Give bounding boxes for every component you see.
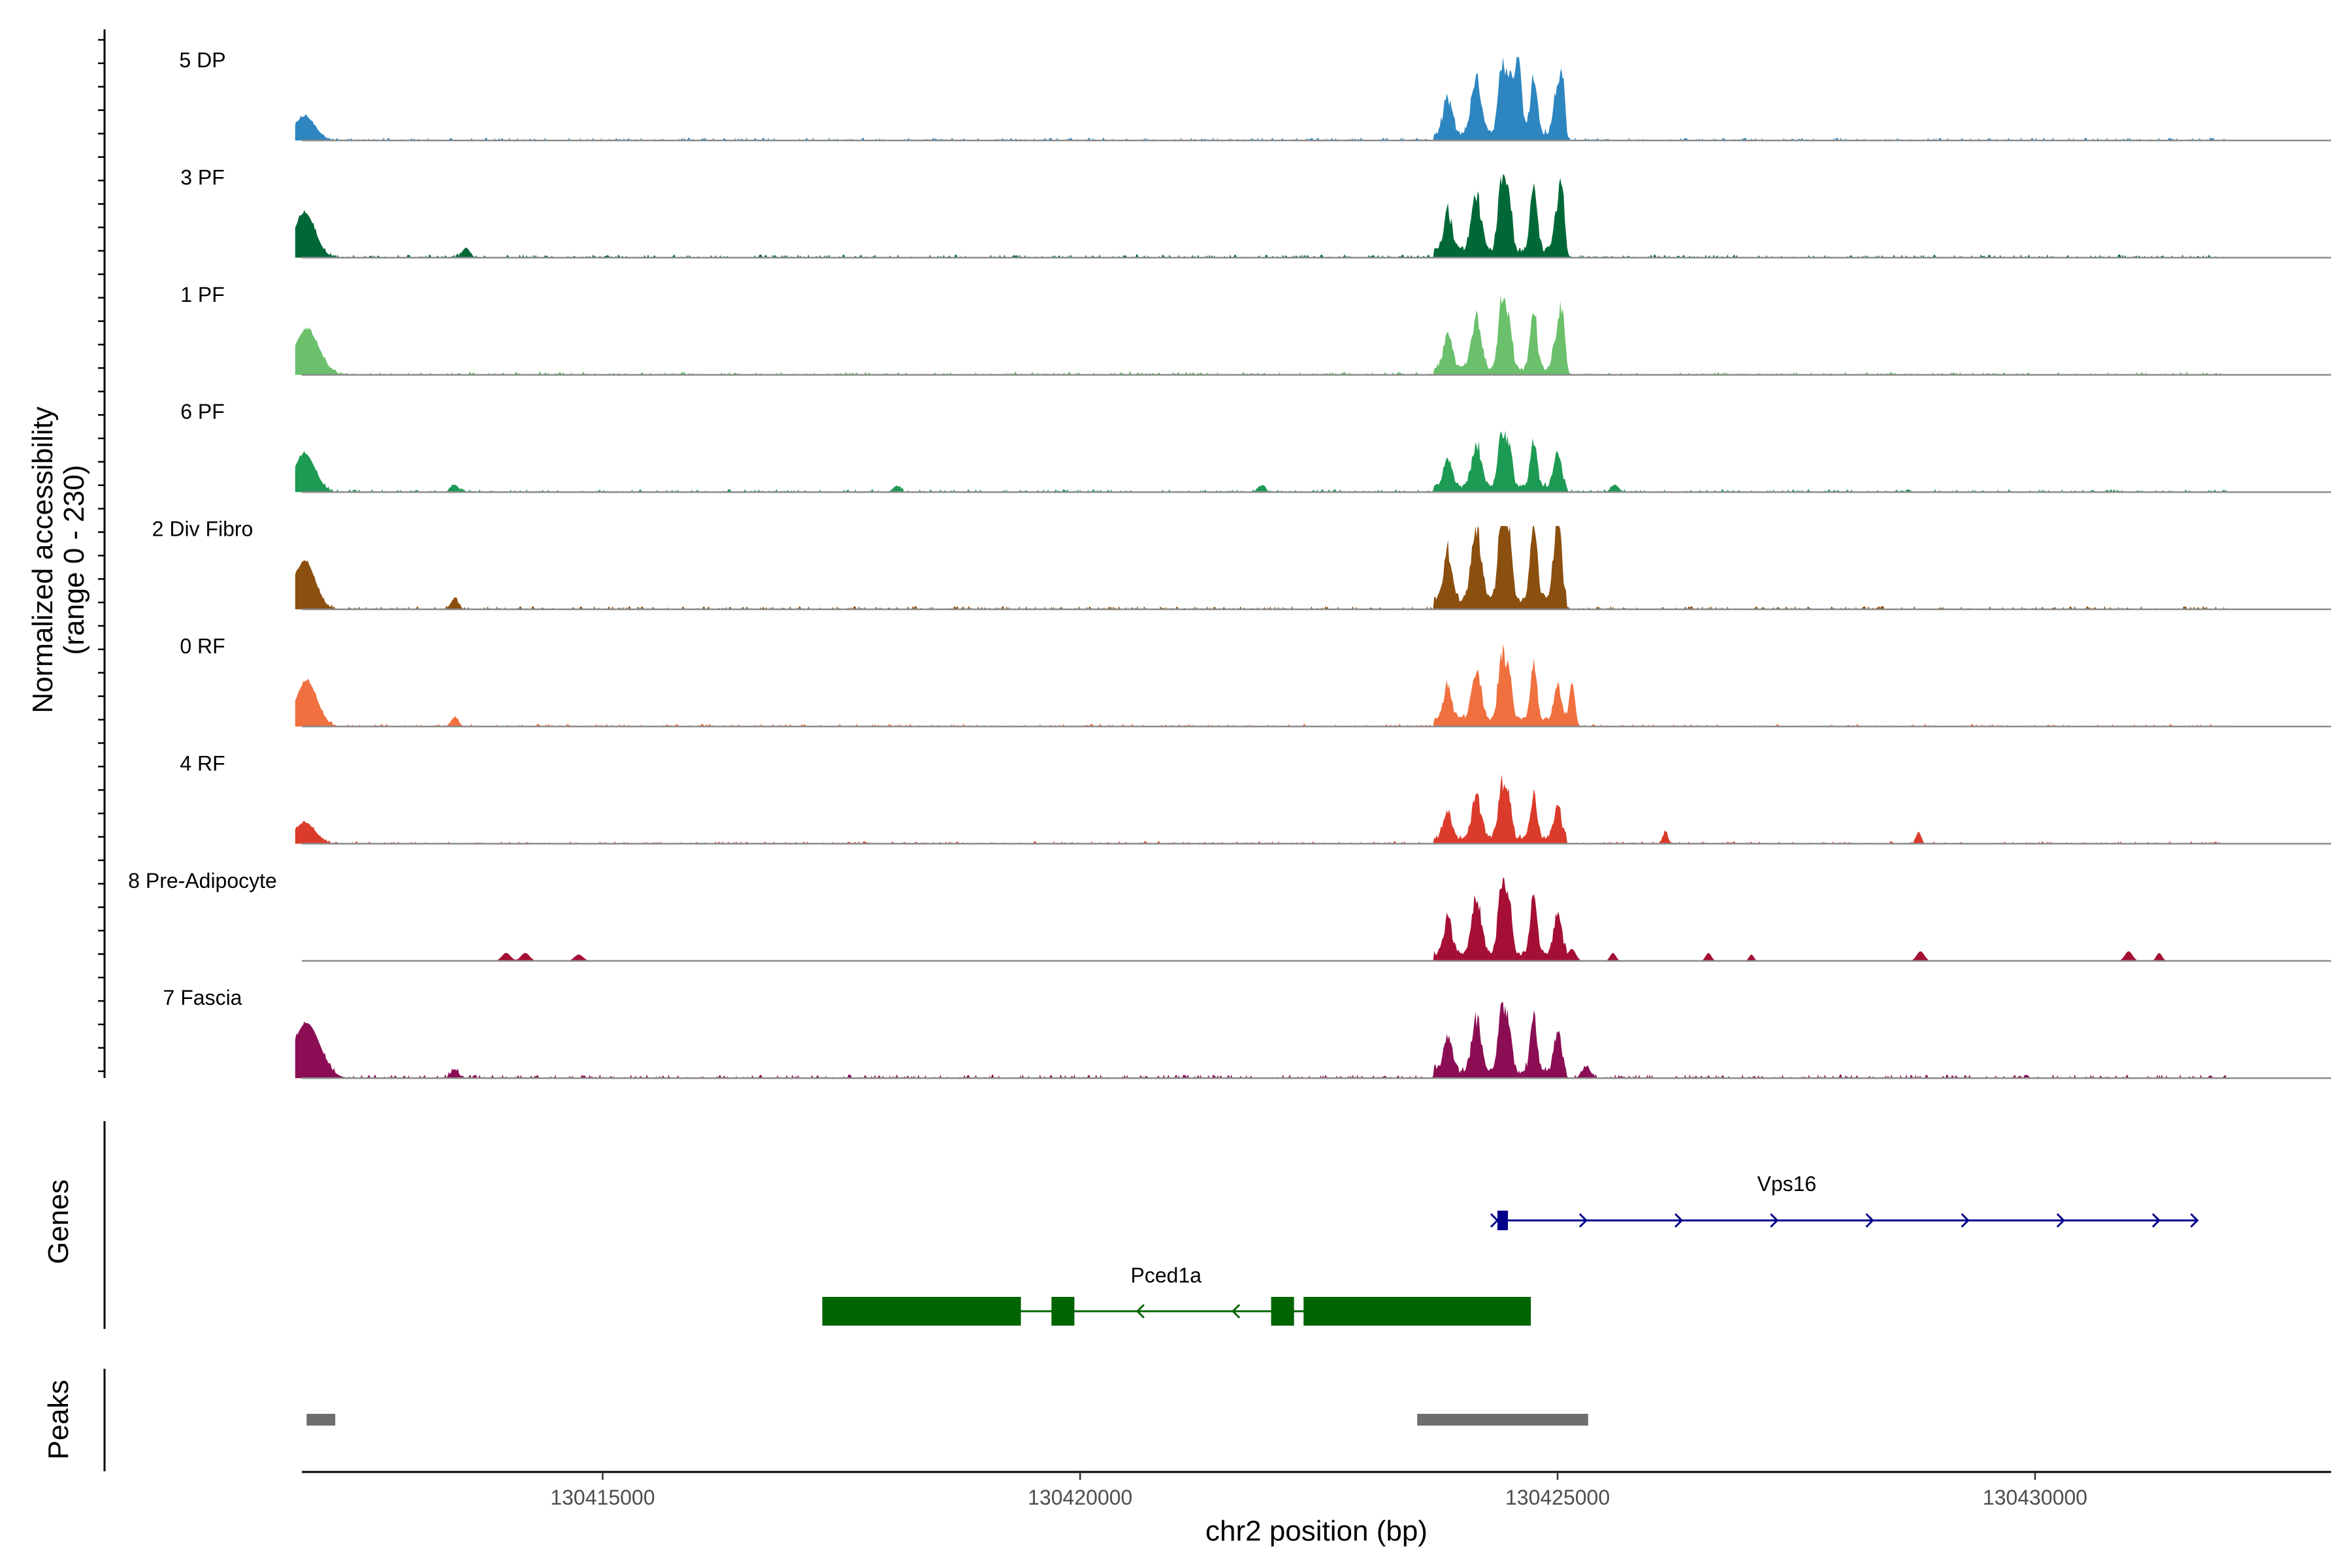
gene-strand-arrow [1490,1213,1499,1228]
track-label: 5 DP [179,48,225,72]
gene-annotations: Vps16 Pced1a [822,1172,2199,1326]
track-label: 4 RF [180,751,225,775]
track-6-pf: 6 PF [180,400,2331,493]
track-4-rf: 4 RF [180,751,2331,845]
coverage-area [295,877,2227,961]
track-label: 3 PF [180,165,225,189]
track-2-div-fibro: 2 Div Fibro [152,517,2331,610]
track-7-fascia: 7 Fascia [163,986,2331,1079]
gene-label: Vps16 [1757,1172,1816,1196]
gene-label: Pced1a [1131,1264,1202,1287]
y-axis-title-line2: (range 0 - 230) [58,465,90,655]
y-axis-title-line1: Normalized accessibility [27,406,59,713]
peak-region [1417,1414,1588,1426]
x-tick-label: 130430000 [1983,1486,2087,1509]
x-tick-label: 130425000 [1505,1486,1610,1509]
coverage-y-axis [98,29,106,1078]
gene-pced1a: Pced1a [822,1264,1531,1326]
gene-strand-arrow [1865,1213,1874,1228]
coverage-area [295,526,2227,610]
peak-regions [306,1414,1588,1426]
track-label: 2 Div Fibro [152,517,253,541]
coverage-area [295,295,2227,375]
coverage-area [295,644,2227,727]
track-5-dp: 5 DP [179,48,2331,142]
gene-strand-arrow [1231,1303,1241,1319]
coverage-area [295,431,2227,493]
gene-exon [822,1297,1021,1326]
track-label: 6 PF [180,400,225,423]
coverage-area [295,774,2227,844]
gene-exon [1051,1297,1075,1326]
gene-strand-arrow [2190,1213,2199,1228]
track-8-pre-adipocyte: 8 Pre-Adipocyte [128,869,2331,962]
gene-strand-arrow [2151,1213,2161,1228]
gene-vps16: Vps16 [1490,1172,2199,1230]
gene-exon [1271,1297,1294,1326]
x-axis: 130415000 130420000 130425000 130430000 chr… [302,1471,2331,1547]
genes-panel-label: Genes [42,1179,74,1264]
track-label: 0 RF [180,634,225,658]
x-axis-title: chr2 position (bp) [1205,1515,1428,1547]
gene-strand-arrow [1578,1213,1588,1228]
gene-strand-arrow [2056,1213,2065,1228]
track-label: 8 Pre-Adipocyte [128,869,277,892]
peaks-panel-label: Peaks [42,1380,74,1460]
track-1-pf: 1 PF [180,283,2331,376]
track-label: 1 PF [180,283,225,306]
coverage-area [295,174,2227,258]
gene-strand-arrow [1674,1213,1684,1228]
x-tick-label: 130420000 [1028,1486,1132,1509]
peak-region [306,1414,336,1426]
x-tick-label: 130415000 [550,1486,655,1509]
coverage-area [295,57,2227,140]
genes-panel: Genes Vps16 Pced1a [42,1121,2199,1329]
peaks-panel: Peaks [42,1369,1588,1471]
track-label: 7 Fascia [163,986,242,1009]
y-axis-ticks [98,39,105,1072]
x-axis-ticks: 130415000 130420000 130425000 130430000 [550,1472,2087,1509]
gene-exon [1303,1297,1531,1326]
track-0-rf: 0 RF [180,634,2331,728]
track-3-pf: 3 PF [180,165,2331,259]
coverage-area [295,1002,2227,1079]
gene-strand-arrow [1961,1213,1970,1228]
gene-strand-arrow [1770,1213,1779,1228]
gene-exon [1497,1211,1509,1230]
coverage-tracks: 5 DP 3 PF 1 PF 6 PF 2 Div Fibro 0 RF 4 RF 8 Pre… [128,48,2331,1079]
gene-strand-arrow [1135,1303,1145,1319]
